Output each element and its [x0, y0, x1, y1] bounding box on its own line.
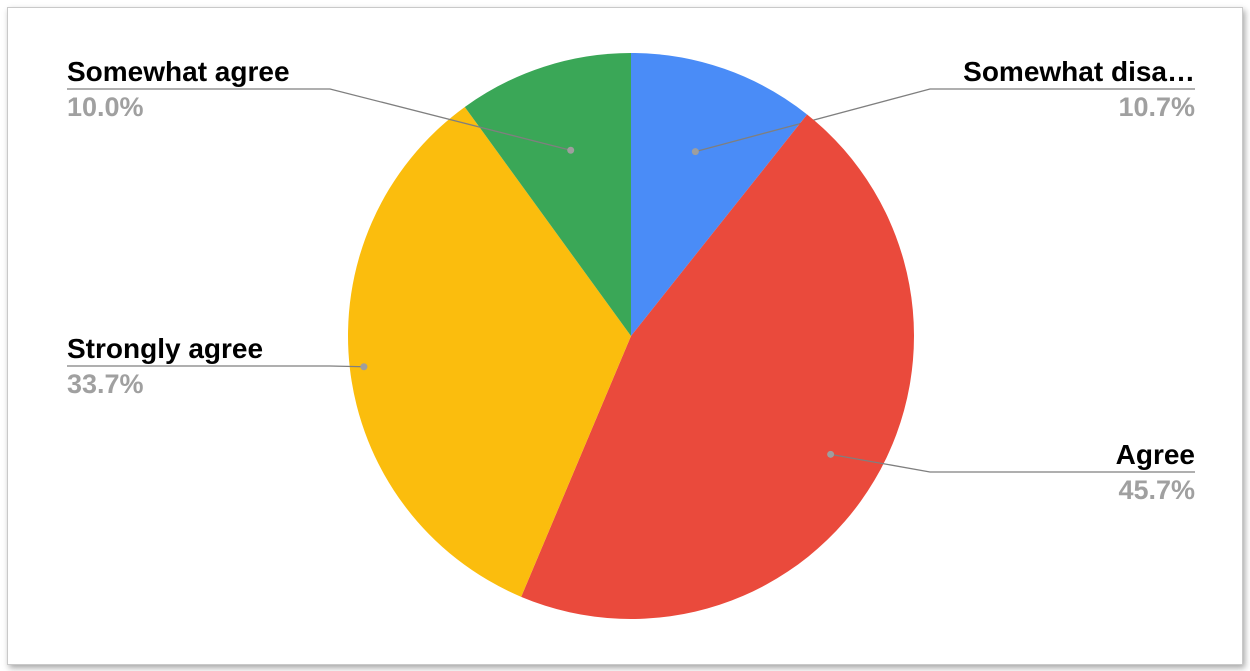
- pie-slice-strongly-agree: [348, 106, 631, 597]
- leader-dot: [827, 450, 835, 458]
- pie-slice-somewhat-disa: [631, 53, 808, 336]
- leader-line: [67, 365, 364, 368]
- pie-slice-agree: [521, 114, 915, 620]
- leader-line: [695, 88, 1195, 153]
- slice-label: Strongly agree: [67, 333, 263, 364]
- slice-label: Somewhat disa…: [963, 56, 1195, 87]
- slice-percent-label: 45.7%: [1118, 475, 1195, 505]
- slice-label: Agree: [1116, 439, 1195, 470]
- leader-dot: [691, 148, 699, 156]
- slice-percent-label: 10.0%: [67, 92, 144, 122]
- leader-dot: [567, 146, 575, 154]
- pie-slice-somewhat-agree: [464, 53, 631, 336]
- slice-percent-label: 10.7%: [1118, 92, 1195, 122]
- leader-dot: [360, 363, 368, 371]
- leader-line: [830, 453, 1195, 473]
- slice-label: Somewhat agree: [67, 56, 290, 87]
- slice-percent-label: 33.7%: [67, 369, 144, 399]
- leader-line: [67, 88, 571, 151]
